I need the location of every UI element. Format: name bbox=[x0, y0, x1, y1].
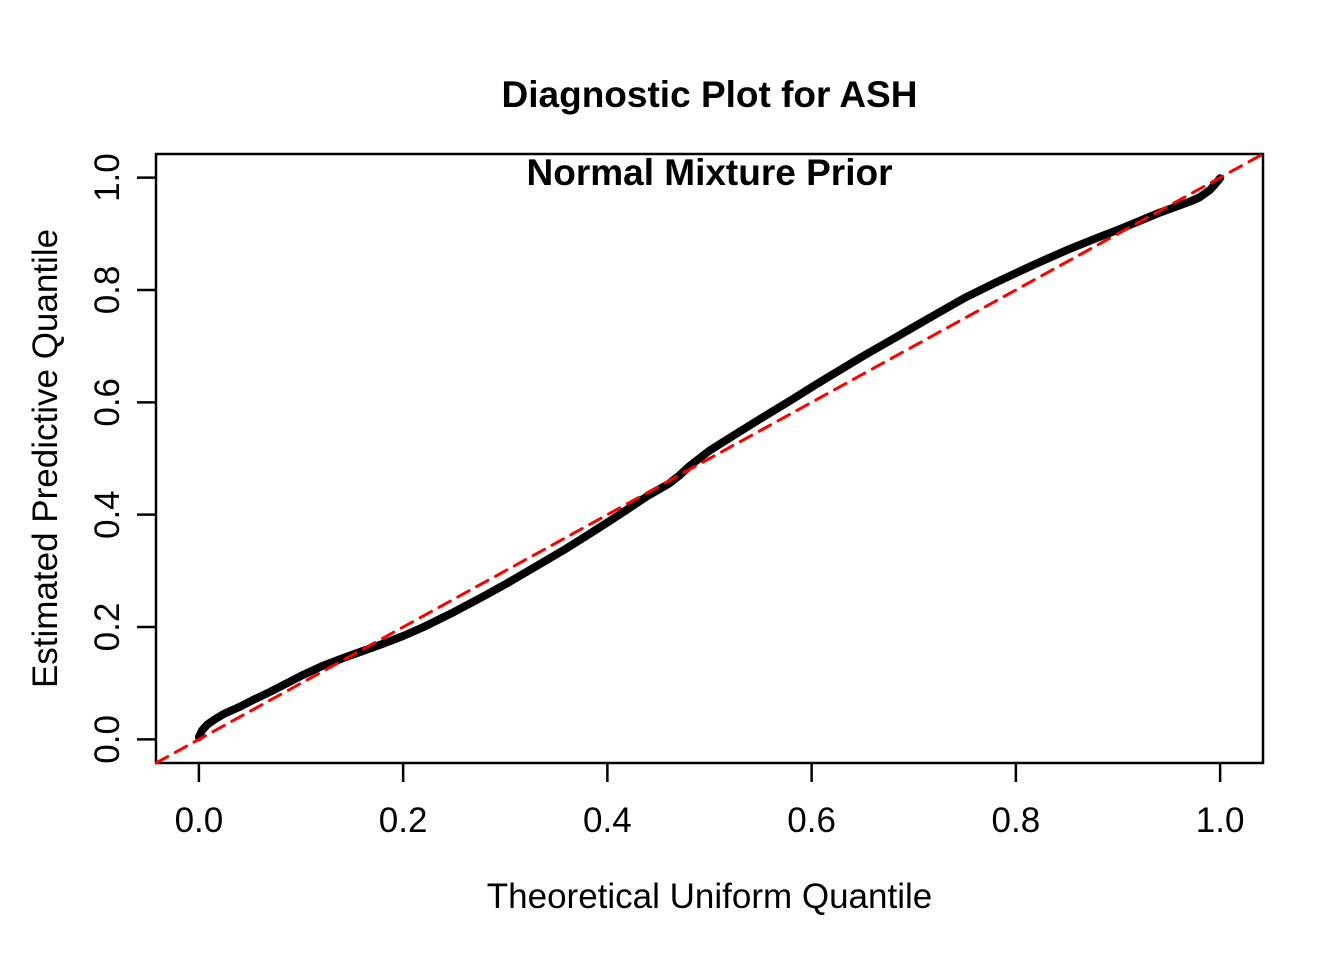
reference-diagonal-y-equals-x bbox=[154, 152, 1265, 765]
y-tick-label: 0.4 bbox=[88, 490, 127, 539]
x-axis-title: Theoretical Uniform Quantile bbox=[487, 877, 932, 916]
plot-border-box bbox=[154, 152, 1265, 765]
y-tick-label: 0.6 bbox=[88, 378, 127, 427]
x-tick-label: 0.4 bbox=[583, 801, 632, 840]
x-tick-label: 1.0 bbox=[1196, 801, 1245, 840]
plot-title: Diagnostic Plot for ASH Normal Mixture P… bbox=[156, 36, 1263, 231]
y-tick-label: 0.2 bbox=[88, 603, 127, 652]
plot-title-line-1: Diagnostic Plot for ASH bbox=[501, 74, 918, 115]
y-tick-label: 1.0 bbox=[88, 153, 127, 202]
y-axis-title: Estimated Predictive Quantile bbox=[26, 229, 65, 688]
x-tick-label: 0.0 bbox=[175, 801, 224, 840]
x-tick-label: 0.2 bbox=[379, 801, 428, 840]
y-tick-label: 0.0 bbox=[88, 715, 127, 764]
x-tick-label: 0.8 bbox=[992, 801, 1041, 840]
x-tick-label: 0.6 bbox=[787, 801, 836, 840]
estimated-predictive-quantile-curve bbox=[194, 174, 1225, 742]
plot-title-line-2: Normal Mixture Prior bbox=[526, 152, 893, 193]
y-tick-label: 0.8 bbox=[88, 266, 127, 315]
